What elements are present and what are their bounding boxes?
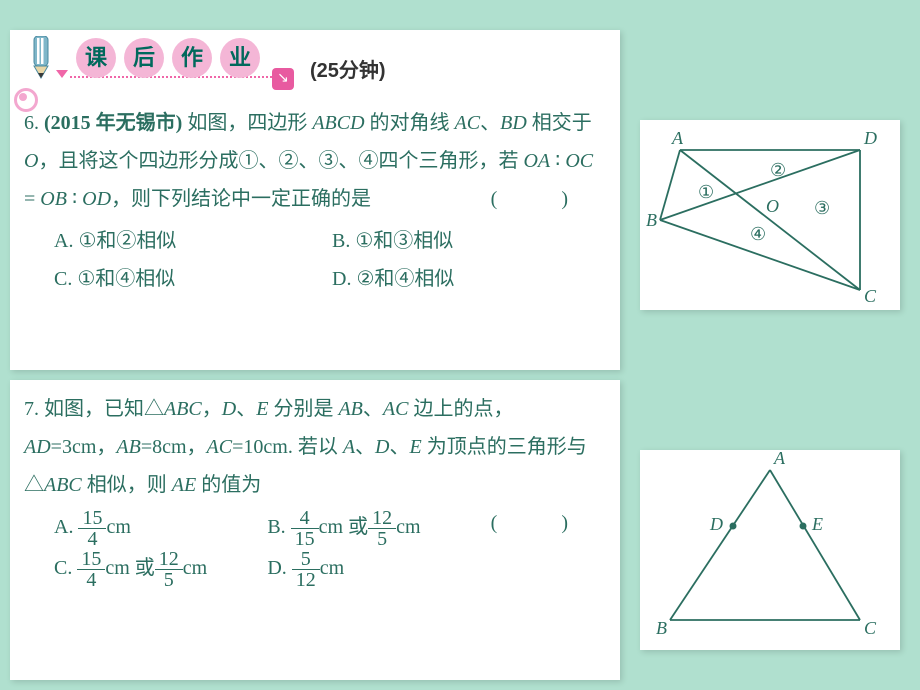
sym: BD [500, 112, 527, 134]
svg-text:A: A [773, 450, 786, 468]
q6-choice-c[interactable]: C. ①和④相似 [54, 260, 332, 298]
q6-b-text: ①和③相似 [355, 230, 453, 252]
svg-text:D: D [863, 128, 877, 148]
q7-choices: A. 154cm B. 415cm 或125cm C. 154cm 或125cm… [10, 508, 491, 596]
den: 4 [78, 529, 106, 549]
title-char-2: 后 [124, 38, 164, 78]
q6-paren: ( ) [491, 180, 602, 218]
pink-circle-icon [14, 88, 38, 112]
sym: OA [523, 150, 550, 172]
title-char-1: 课 [76, 38, 116, 78]
sym: AC [207, 436, 233, 458]
num: 5 [292, 549, 320, 570]
svg-text:E: E [811, 514, 823, 534]
sym: OB [40, 188, 67, 210]
sym: O [24, 150, 38, 172]
q6-diagram: A D B C O ① ② ③ ④ [640, 120, 900, 310]
num: 12 [368, 508, 396, 529]
frac: 125 [155, 549, 183, 590]
mid: cm 或 [105, 557, 154, 579]
frac: 512 [292, 549, 320, 590]
svg-text:①: ① [698, 182, 714, 202]
svg-text:B: B [646, 210, 657, 230]
question-6-card: 课 后 作 业 ↘ (25分钟) 6. (2015 年无锡市) 如图，四边形 A… [10, 30, 620, 370]
question-7-card: 7. 如图，已知△ABC，D、E 分别是 AB、AC 边上的点，AD=3cm，A… [10, 380, 620, 680]
page-root: 课 后 作 业 ↘ (25分钟) 6. (2015 年无锡市) 如图，四边形 A… [0, 0, 920, 690]
q6-figure: A D B C O ① ② ③ ④ [640, 120, 900, 310]
svg-text:O: O [766, 196, 779, 216]
sym: AB [116, 436, 140, 458]
frac: 154 [77, 549, 105, 590]
sym: AE [172, 474, 196, 496]
homework-header: 课 后 作 业 ↘ (25分钟) [10, 30, 620, 100]
q7-text: 7. 如图，已知△ABC，D、E 分别是 AB、AC 边上的点，AD=3cm，A… [10, 380, 620, 508]
svg-text:③: ③ [814, 198, 830, 218]
q6-a-text: ①和②相似 [78, 230, 176, 252]
den: 5 [368, 529, 396, 549]
num: 15 [77, 549, 105, 570]
q6-c-text: ①和④相似 [77, 268, 175, 290]
q6-d-text: ②和④相似 [356, 268, 454, 290]
den: 12 [292, 570, 320, 590]
sym: A [343, 436, 355, 458]
q6-choice-d[interactable]: D. ②和④相似 [332, 260, 610, 298]
sym: AC [383, 398, 409, 420]
q6-number: 6. [24, 112, 39, 134]
unit: cm [183, 557, 207, 579]
svg-text:②: ② [770, 160, 786, 180]
dot-icon [19, 93, 27, 101]
unit: cm [396, 516, 420, 538]
q7-choice-c[interactable]: C. 154cm 或125cm [54, 549, 267, 590]
sym: D [375, 436, 389, 458]
sym: E [256, 398, 268, 420]
svg-text:④: ④ [750, 224, 766, 244]
sym: ABCD [312, 112, 364, 134]
svg-text:C: C [864, 618, 877, 638]
q6-choices: A. ①和②相似 B. ①和③相似 C. ①和④相似 D. ②和④相似 [10, 222, 620, 304]
sym: OC [565, 150, 593, 172]
q6-choice-a[interactable]: A. ①和②相似 [54, 222, 332, 260]
frac: 154 [78, 508, 106, 549]
q7-number: 7. [24, 398, 39, 420]
q7-choice-d[interactable]: D. 512cm [267, 549, 480, 590]
frac: 415 [291, 508, 319, 549]
num: 15 [78, 508, 106, 529]
frac: 125 [368, 508, 396, 549]
sym: ABC [164, 398, 202, 420]
sym: D [222, 398, 236, 420]
q7-choice-b[interactable]: B. 415cm 或125cm [267, 508, 480, 549]
arrow-badge-icon: ↘ [272, 68, 294, 90]
sym: AC [455, 112, 481, 134]
den: 15 [291, 529, 319, 549]
svg-text:A: A [671, 128, 684, 148]
q7-choice-a[interactable]: A. 154cm [54, 508, 267, 549]
sym: AB [338, 398, 362, 420]
q6-source: (2015 年无锡市) [44, 112, 182, 134]
title-char-3: 作 [172, 38, 212, 78]
triangle-icon [56, 70, 68, 78]
sym: E [410, 436, 422, 458]
title-bubbles: 课 后 作 业 [74, 32, 262, 78]
q7-diagram: A B C D E [640, 450, 900, 650]
q6-text: 6. (2015 年无锡市) 如图，四边形 ABCD 的对角线 AC、BD 相交… [10, 100, 620, 222]
num: 4 [291, 508, 319, 529]
unit: cm [320, 557, 344, 579]
den: 5 [155, 570, 183, 590]
q6-choice-b[interactable]: B. ①和③相似 [332, 222, 610, 260]
num: 12 [155, 549, 183, 570]
den: 4 [77, 570, 105, 590]
q7-figure: A B C D E [640, 450, 900, 650]
time-label: (25分钟) [310, 54, 386, 83]
sym: ABC [44, 474, 82, 496]
svg-text:C: C [864, 286, 877, 306]
svg-text:B: B [656, 618, 667, 638]
title-char-4: 业 [220, 38, 260, 78]
sym: OD [82, 188, 111, 210]
sym: AD [24, 436, 51, 458]
svg-text:D: D [709, 514, 723, 534]
q7-paren: ( ) [491, 504, 602, 542]
unit: cm [106, 516, 130, 538]
mid: cm 或 [319, 516, 368, 538]
